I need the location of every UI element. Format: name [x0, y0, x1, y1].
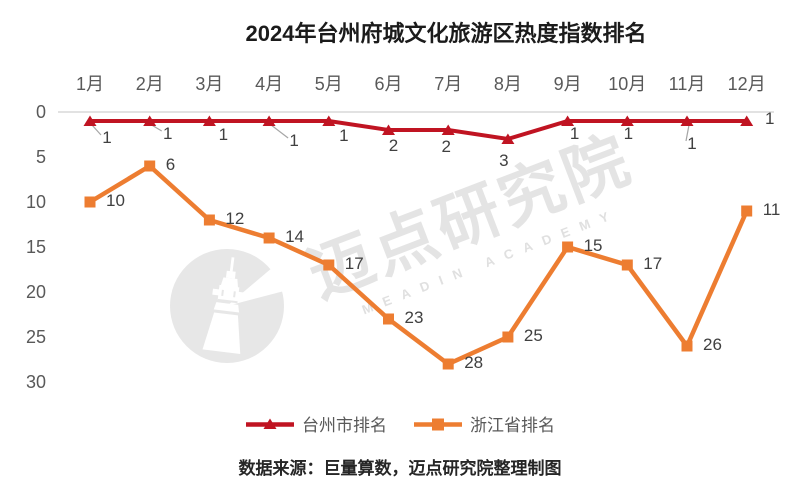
x-tick-label: 7月 — [434, 74, 462, 94]
data-point-marker-triangle — [202, 115, 216, 126]
data-label: 1 — [624, 124, 633, 143]
series-taizhou-city-rank: 1 1 1 1 1 2 2 3 1 1 1 1 — [83, 109, 774, 170]
y-tick-label: 0 — [36, 102, 46, 122]
y-axis-labels: 0 5 10 15 20 25 30 — [26, 102, 46, 392]
data-point-marker-square — [681, 340, 693, 352]
data-label: 6 — [166, 155, 175, 174]
data-point-marker-square — [323, 259, 335, 271]
chart-title: 2024年台州府城文化旅游区热度指数排名 — [245, 21, 647, 46]
series-line — [90, 119, 747, 142]
data-label: 1 — [289, 131, 298, 150]
x-axis-labels: 1月 2月 3月 4月 5月 6月 7月 8月 9月 10月 11月 12月 — [76, 74, 766, 94]
data-label: 15 — [584, 236, 603, 255]
data-label: 1 — [570, 124, 579, 143]
x-tick-label: 6月 — [374, 74, 402, 94]
data-point-marker-square — [741, 205, 753, 217]
data-point-marker-square — [144, 160, 156, 172]
data-point-marker-square — [203, 214, 215, 226]
data-label: 17 — [345, 254, 364, 273]
data-label: 1 — [102, 128, 111, 147]
data-label: 1 — [765, 109, 774, 128]
x-tick-label: 12月 — [728, 74, 766, 94]
x-tick-label: 1月 — [76, 74, 104, 94]
x-tick-label: 8月 — [494, 74, 522, 94]
x-tick-label: 10月 — [608, 74, 646, 94]
legend: 台州市排名 浙江省排名 — [0, 411, 800, 436]
city-rank-line-swatch — [246, 418, 294, 429]
lighthouse-icon — [170, 249, 287, 363]
data-label: 23 — [405, 308, 424, 327]
data-point-marker-triangle — [143, 115, 157, 126]
province-rank-line-swatch — [414, 418, 462, 430]
data-point-marker-triangle — [322, 115, 336, 126]
data-labels: 1 1 1 1 1 2 2 3 1 1 1 1 — [102, 109, 774, 170]
data-point-marker-triangle — [501, 133, 515, 144]
y-tick-label: 30 — [26, 372, 46, 392]
y-tick-label: 25 — [26, 327, 46, 347]
data-point-marker-square — [502, 331, 514, 343]
data-point-marker-square — [383, 313, 394, 325]
data-label: 12 — [225, 209, 244, 228]
data-label: 1 — [219, 125, 228, 144]
x-tick-label: 9月 — [554, 74, 582, 94]
label-leader-line — [270, 124, 289, 139]
data-label: 26 — [703, 335, 722, 354]
data-point-marker-square — [84, 196, 96, 208]
data-point-marker-triangle — [561, 115, 575, 126]
data-label: 2 — [441, 137, 450, 156]
data-point-marker-triangle — [83, 115, 97, 126]
data-label: 25 — [524, 326, 543, 345]
y-tick-label: 10 — [26, 192, 46, 212]
series-zhejiang-province-rank: 10 6 12 14 17 23 28 25 15 17 26 11 — [84, 155, 780, 372]
y-tick-label: 5 — [36, 147, 46, 167]
data-label: 10 — [106, 191, 125, 210]
data-label: 1 — [163, 124, 172, 143]
x-tick-label: 2月 — [136, 74, 164, 94]
data-label: 1 — [339, 126, 348, 145]
data-labels: 10 6 12 14 17 23 28 25 15 17 26 11 — [106, 155, 780, 372]
data-point-marker-triangle — [740, 115, 754, 126]
data-point-marker-triangle — [680, 115, 694, 126]
x-tick-label: 5月 — [315, 74, 343, 94]
legend-item-taizhou-city-rank: 台州市排名 — [245, 411, 387, 436]
data-point-marker-triangle — [262, 115, 276, 126]
legend-label-city: 台州市排名 — [302, 416, 387, 435]
line-chart-plot: 1月 2月 3月 4月 5月 6月 7月 8月 9月 10月 11月 12月 0 5 10 15 20 25 30 1… — [26, 74, 780, 392]
series-line — [88, 163, 749, 367]
label-leader-line — [91, 124, 102, 136]
y-tick-label: 20 — [26, 282, 46, 302]
data-point-marker-square — [621, 259, 633, 271]
data-label: 11 — [763, 200, 781, 219]
data-source-note: 数据来源：巨量算数，迈点研究院整理制图 — [238, 459, 562, 478]
data-point-marker-triangle — [441, 124, 455, 135]
data-label: 14 — [285, 227, 304, 246]
label-leader-line — [685, 124, 690, 142]
data-label: 28 — [464, 353, 483, 372]
data-point-marker-triangle — [382, 124, 395, 135]
data-label: 3 — [499, 151, 508, 170]
x-tick-label: 4月 — [255, 74, 283, 94]
y-tick-label: 15 — [26, 237, 46, 257]
data-label: 2 — [389, 136, 398, 155]
legend-item-zhejiang-province-rank: 浙江省排名 — [413, 411, 555, 436]
x-tick-label: 11月 — [669, 74, 706, 94]
data-point-marker-square — [263, 232, 275, 244]
data-label: 1 — [687, 134, 696, 153]
data-point-marker-square — [442, 358, 454, 370]
legend-label-province: 浙江省排名 — [470, 416, 555, 435]
data-point-marker-square — [562, 241, 574, 253]
data-point-marker-triangle — [620, 115, 634, 126]
x-tick-label: 3月 — [195, 74, 223, 94]
data-label: 17 — [643, 254, 662, 273]
